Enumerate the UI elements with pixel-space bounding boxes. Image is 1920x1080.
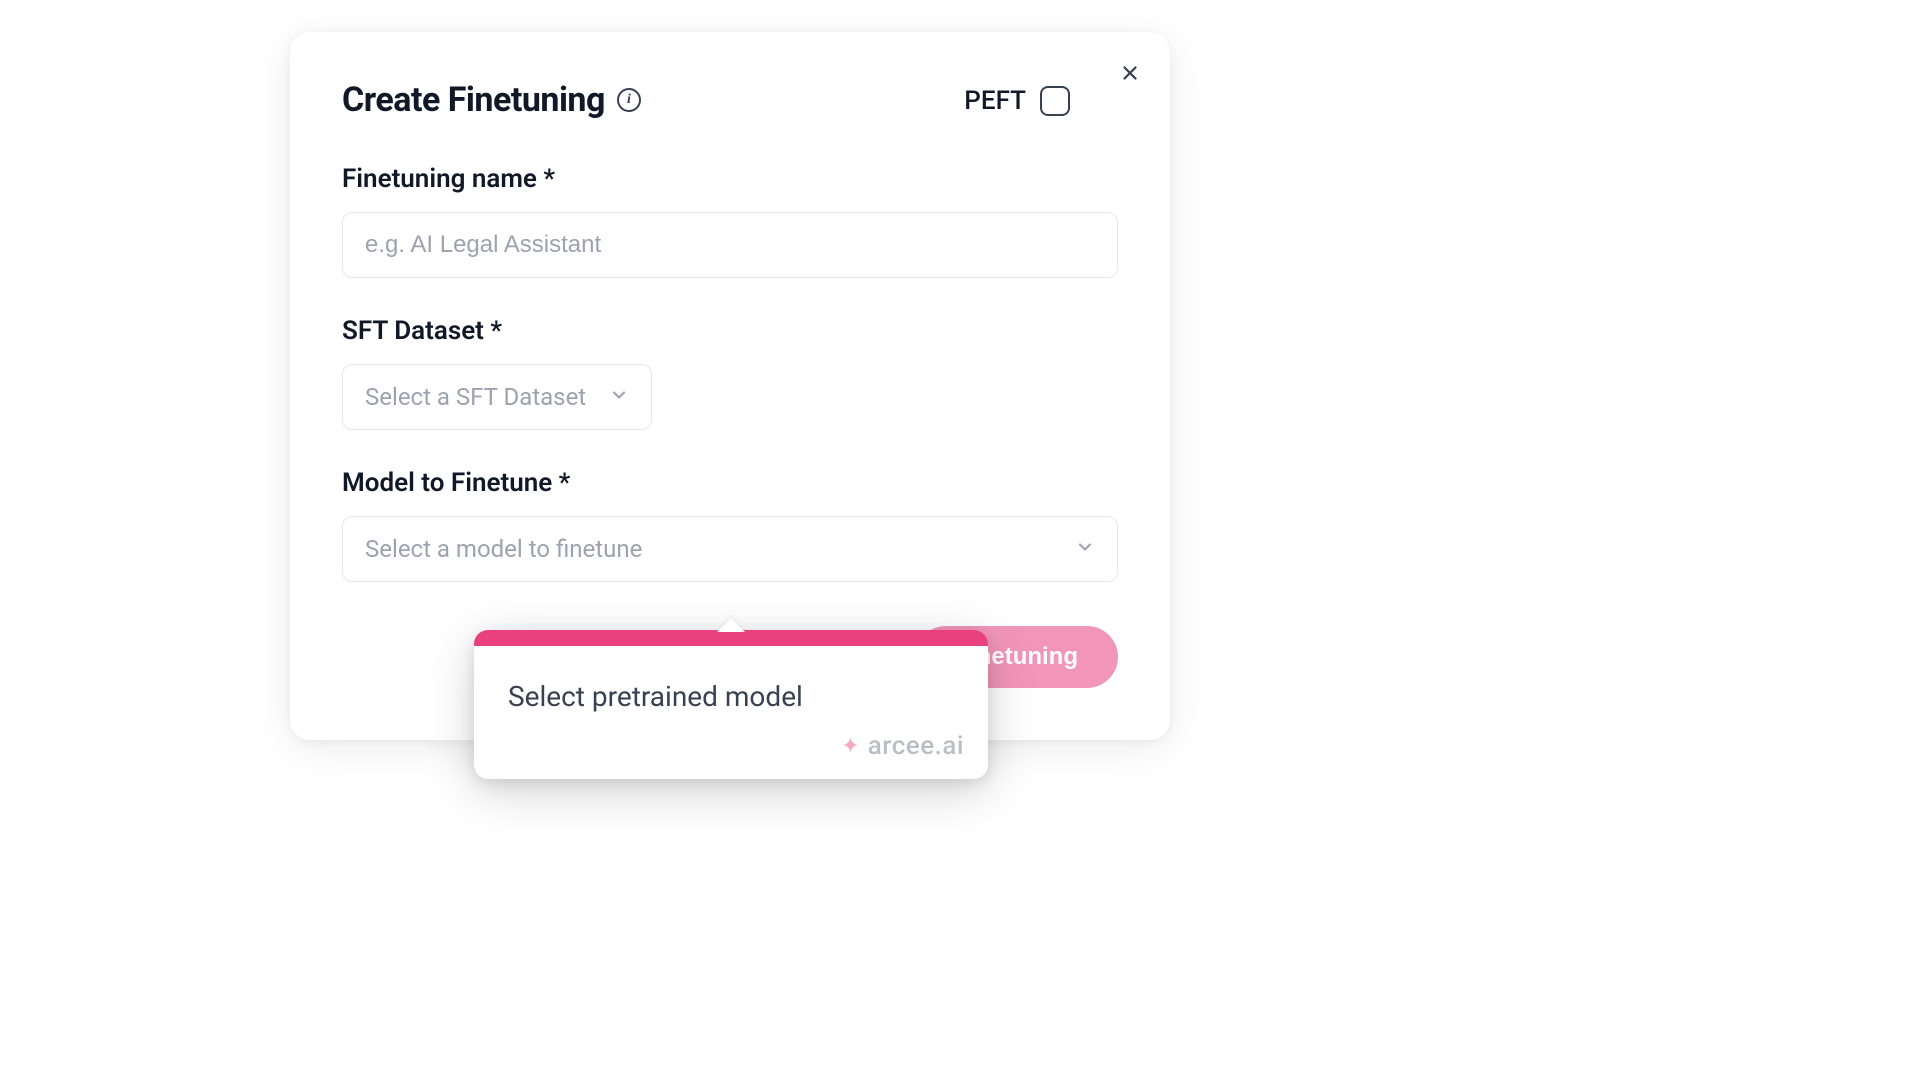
field-model-to-finetune: Model to Finetune * Select a model to fi… bbox=[342, 468, 1118, 582]
brand-logo: ✦ arcee.ai bbox=[841, 731, 964, 761]
chevron-down-icon bbox=[1075, 537, 1095, 561]
peft-checkbox[interactable] bbox=[1040, 86, 1070, 116]
close-icon bbox=[1119, 62, 1141, 87]
model-select[interactable]: Select a model to finetune bbox=[342, 516, 1118, 582]
tooltip-accent-bar bbox=[474, 630, 988, 646]
guide-tooltip: Select pretrained model ✦ arcee.ai bbox=[474, 630, 988, 779]
modal-title: Create Finetuning bbox=[342, 80, 605, 120]
tooltip-arrow-icon bbox=[717, 618, 745, 632]
tooltip-text: Select pretrained model bbox=[508, 680, 954, 713]
sft-dataset-select[interactable]: Select a SFT Dataset bbox=[342, 364, 652, 430]
sft-dataset-label: SFT Dataset * bbox=[342, 316, 1118, 346]
brand-logo-text: arcee.ai bbox=[868, 731, 964, 761]
title-wrap: Create Finetuning i bbox=[342, 80, 641, 120]
peft-toggle-wrap: PEFT bbox=[964, 86, 1070, 116]
tooltip-footer: ✦ arcee.ai bbox=[474, 731, 988, 779]
modal-header: Create Finetuning i PEFT bbox=[342, 80, 1118, 120]
model-placeholder: Select a model to finetune bbox=[365, 535, 642, 563]
peft-label: PEFT bbox=[964, 86, 1026, 116]
chevron-down-icon bbox=[609, 385, 629, 409]
field-finetuning-name: Finetuning name * bbox=[342, 164, 1118, 278]
tooltip-body: Select pretrained model bbox=[474, 646, 988, 731]
finetuning-name-label: Finetuning name * bbox=[342, 164, 1118, 194]
brand-logo-icon: ✦ bbox=[841, 734, 859, 759]
sft-dataset-placeholder: Select a SFT Dataset bbox=[365, 383, 586, 411]
info-icon[interactable]: i bbox=[617, 88, 641, 112]
model-label: Model to Finetune * bbox=[342, 468, 1118, 498]
field-sft-dataset: SFT Dataset * Select a SFT Dataset bbox=[342, 316, 1118, 430]
finetuning-name-input[interactable] bbox=[342, 212, 1118, 278]
close-button[interactable] bbox=[1114, 58, 1146, 90]
